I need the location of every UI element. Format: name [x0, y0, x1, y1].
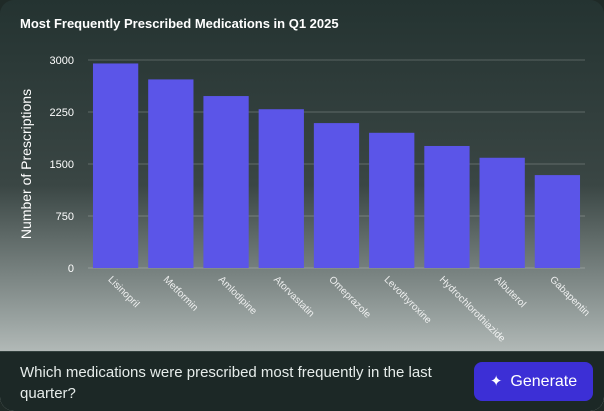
bar: [258, 109, 304, 268]
sparkle-icon: ✦: [489, 373, 503, 390]
y-tick-label: 2250: [50, 107, 74, 119]
bar-chart: 0 750 1500 2250 3000 Number of Prescriptions L…: [18, 55, 592, 345]
bar: [148, 79, 194, 268]
bar: [369, 132, 415, 268]
y-tick-label: 750: [56, 211, 74, 223]
bar: [534, 175, 581, 268]
bar: [424, 145, 470, 268]
x-tick-label: Gabapentin: [547, 274, 591, 318]
x-tick-label: Levothyroxine: [382, 274, 434, 326]
bar: [479, 157, 525, 268]
x-tick-label: Lisinopril: [105, 274, 141, 310]
generate-button-label: Generate: [510, 372, 578, 390]
x-tick-label: Atorvastatin: [271, 274, 316, 319]
x-tick-label: Albuterol: [492, 274, 528, 310]
y-axis-label: Number of Prescriptions: [18, 89, 34, 239]
x-tick-label: Amlodipine: [216, 274, 259, 317]
generate-button[interactable]: ✦ Generate: [474, 362, 593, 401]
bar: [92, 63, 139, 268]
y-tick-label: 1500: [50, 159, 74, 171]
query-bar: Which medications were prescribed most f…: [0, 351, 604, 411]
x-tick-label: Metformin: [161, 274, 200, 313]
bar: [203, 96, 249, 268]
y-tick-label: 3000: [50, 55, 74, 67]
chart-title: Most Frequently Prescribed Medications i…: [20, 16, 339, 31]
x-tick-label: Omeprazole: [326, 274, 373, 321]
query-text[interactable]: Which medications were prescribed most f…: [20, 364, 432, 402]
bar: [313, 123, 360, 269]
y-tick-label: 0: [68, 263, 74, 275]
